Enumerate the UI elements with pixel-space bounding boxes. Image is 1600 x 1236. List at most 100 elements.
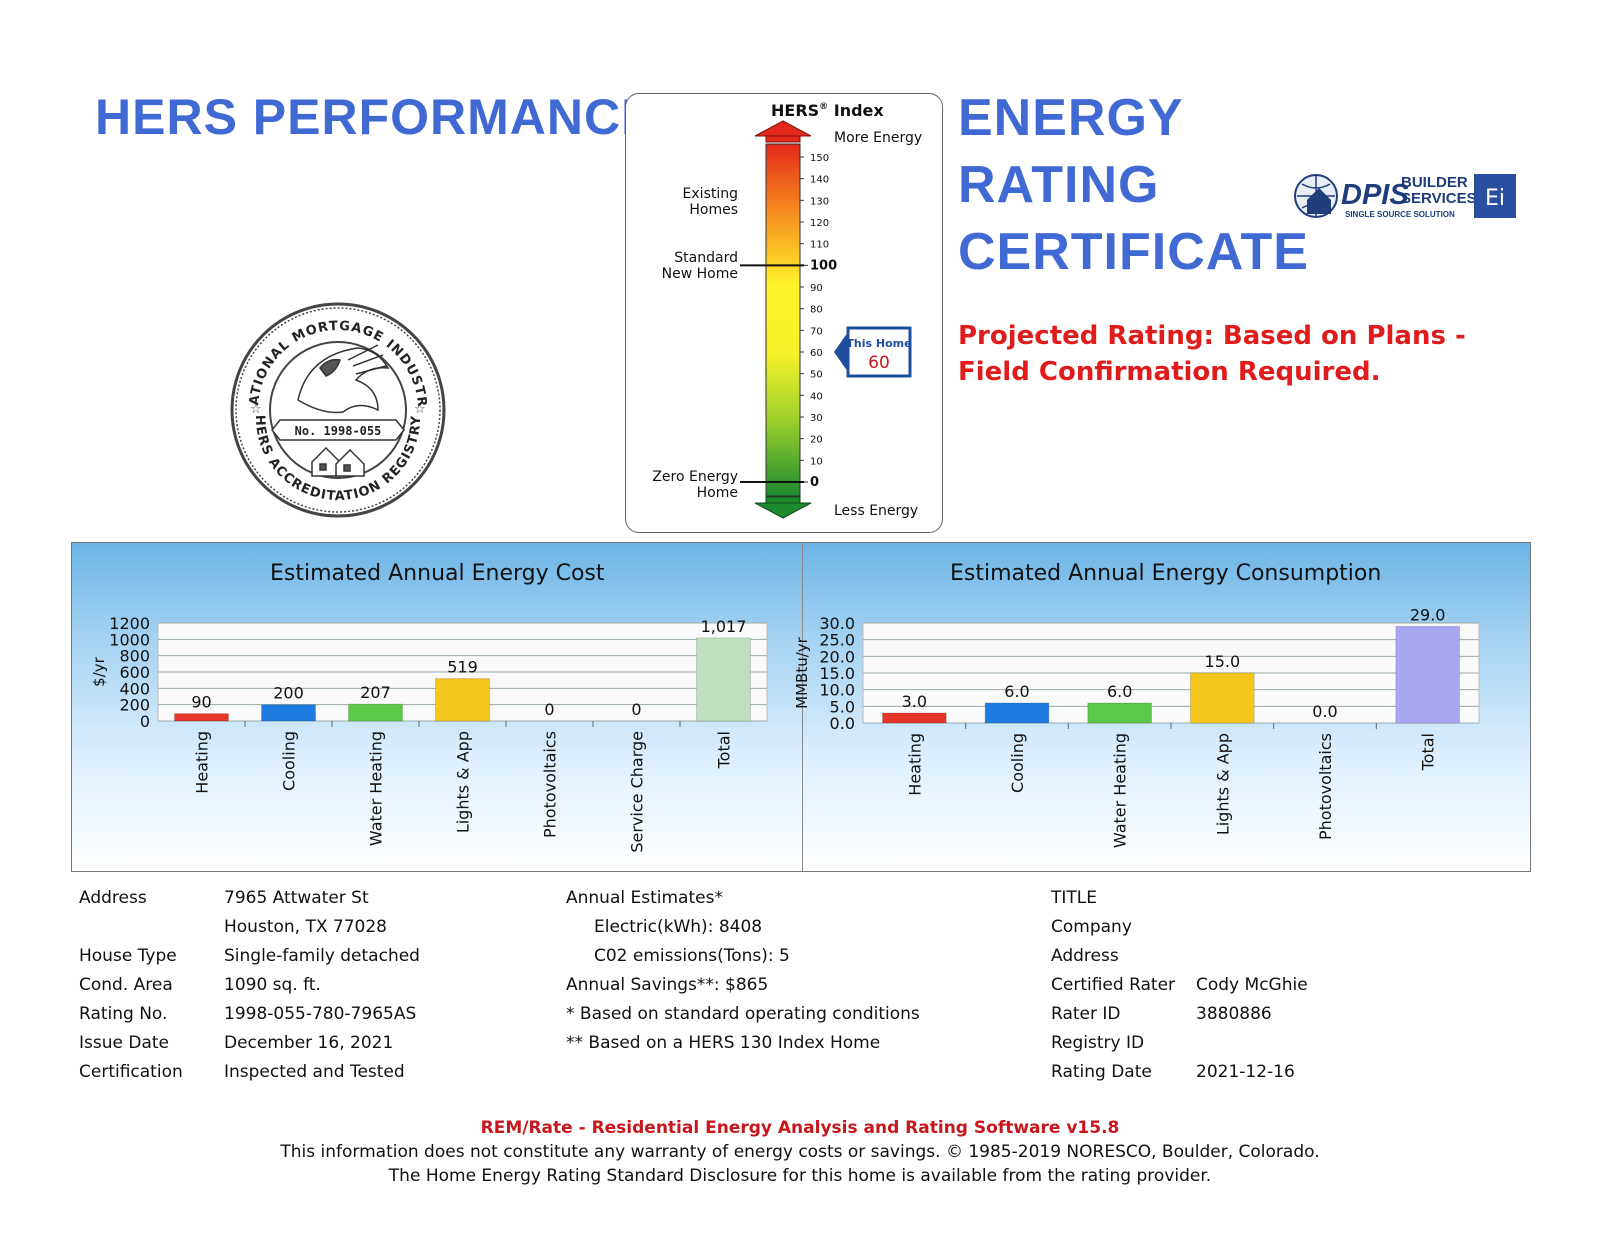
svg-text:☆: ☆	[250, 402, 262, 417]
rater-label: Company	[1051, 917, 1132, 937]
estimate-line: Electric(kWh): 8408	[594, 917, 763, 937]
bar-value-label: 0	[544, 700, 554, 719]
bar-value-label: 0.0	[1312, 702, 1337, 721]
logo-services-text: SERVICES	[1401, 190, 1477, 207]
hers-title-sup: ®	[819, 102, 828, 112]
seal-number: No. 1998-055	[295, 424, 382, 438]
projected-rating-note: Projected Rating: Based on Plans - Field…	[958, 321, 1466, 387]
bar-value-label: 90	[191, 693, 211, 712]
this-home-value: 60	[868, 353, 890, 373]
estimate-line: Annual Savings**: $865	[566, 975, 769, 995]
y-tick-label: 200	[119, 696, 150, 715]
category-label: Lights & App	[1213, 733, 1232, 835]
scale-tick-label: 100	[810, 258, 837, 273]
info-label: Cond. Area	[79, 975, 173, 995]
category-label: Water Heating	[367, 731, 386, 846]
category-label: Lights & App	[454, 731, 473, 833]
bar-value-label: 1,017	[701, 617, 747, 636]
warranty-disclaimer: This information does not constitute any…	[280, 1142, 1320, 1162]
info-label: Certification	[79, 1062, 183, 1082]
bar-value-label: 519	[447, 658, 478, 677]
page-title: HERS PERFORMANCE	[95, 89, 656, 145]
scale-tick-label: 60	[810, 348, 823, 359]
rater-label: Address	[1051, 946, 1119, 966]
y-tick-label: 10.0	[819, 681, 855, 700]
category-label: Photovoltaics	[1316, 733, 1335, 840]
hers-index-scale: HERS® Index 150 140 130 120 110 100 90 80 70 60 50…	[625, 93, 943, 533]
estimate-line: ** Based on a HERS 130 Index Home	[566, 1033, 881, 1053]
y-tick-label: 1000	[109, 630, 150, 649]
bar-value-label: 200	[273, 684, 304, 703]
certificate-title-line-1: ENERGY	[958, 89, 1184, 147]
info-value: Single-family detached	[224, 946, 420, 966]
info-value: 1998-055-780-7965AS	[224, 1004, 417, 1024]
svg-text:HERS® Index: HERS® Index	[771, 101, 884, 120]
info-value: December 16, 2021	[224, 1033, 394, 1053]
estimate-line: Annual Estimates*	[566, 888, 723, 908]
scale-tick-label: 70	[810, 326, 823, 337]
bar	[696, 637, 751, 722]
zero-energy-home-label-1: Zero Energy	[652, 469, 738, 485]
category-label: Heating	[193, 731, 212, 794]
bar	[1395, 625, 1460, 724]
info-value: Houston, TX 77028	[224, 917, 387, 937]
scale-tick-label: 140	[810, 175, 829, 186]
this-home-marker: This Home 60	[834, 326, 912, 378]
y-tick-label: 15.0	[819, 664, 855, 683]
bar	[1190, 672, 1255, 724]
scale-tick-label: 50	[810, 370, 823, 381]
logo-builder-text: BUILDER	[1401, 174, 1468, 191]
info-value: 1090 sq. ft.	[224, 975, 321, 995]
globe-house-icon	[1294, 174, 1338, 218]
rater-label: Certified Rater	[1051, 975, 1176, 995]
y-tick-label: 400	[119, 679, 150, 698]
standard-new-home-label-1: Standard	[674, 250, 738, 266]
rater-label: Rating Date	[1051, 1062, 1152, 1082]
hers-accreditation-seal: NATIONAL MORTGAGE INDUSTRY HERS ACCREDIT…	[222, 289, 448, 520]
seal-graphic: NATIONAL MORTGAGE INDUSTRY HERS ACCREDIT…	[222, 289, 446, 518]
bar-value-label: 0	[631, 700, 641, 719]
hers-title: HERS	[771, 101, 819, 120]
y-tick-label: 20.0	[819, 647, 855, 666]
info-label: Issue Date	[79, 1033, 169, 1053]
rater-label: TITLE	[1051, 888, 1097, 908]
certificate-title-line-3: CERTIFICATE	[958, 223, 1309, 281]
category-label: Cooling	[1008, 733, 1027, 793]
ei-badge: Ei	[1485, 186, 1505, 211]
category-label: Photovoltaics	[541, 731, 560, 838]
up-arrow-icon	[754, 120, 812, 137]
more-energy-label: More Energy	[834, 130, 922, 146]
scale-tick-label: 0	[810, 475, 819, 490]
info-label: House Type	[79, 946, 177, 966]
rater-value: 3880886	[1196, 1004, 1272, 1024]
scale-tick-label: 130	[810, 196, 829, 207]
cost-chart: 120010008006004002000$/yr90Heating200Coo…	[90, 614, 768, 853]
logo-main-text: DPIS	[1341, 179, 1409, 211]
down-arrow-icon	[754, 502, 812, 519]
less-energy-label: Less Energy	[834, 503, 918, 519]
scale-tick-label: 30	[810, 413, 823, 424]
charts-divider	[802, 543, 803, 871]
dpis-builder-services-logo: DPIS BUILDER SERVICES SINGLE SOURCE SOLU…	[1293, 170, 1518, 222]
scale-tick-label: 40	[810, 391, 823, 402]
y-tick-label: 30.0	[819, 614, 855, 633]
info-value: Inspected and Tested	[224, 1062, 405, 1082]
zero-energy-home-label-2: Home	[697, 485, 738, 501]
y-tick-label: 0.0	[830, 714, 855, 733]
footer: REM/Rate - Residential Energy Analysis a…	[0, 1116, 1600, 1188]
category-label: Total	[1419, 733, 1438, 771]
category-label: Total	[715, 731, 734, 769]
svg-text:☆: ☆	[414, 402, 426, 417]
estimate-line: * Based on standard operating conditions	[566, 1004, 920, 1024]
existing-homes-label-1: Existing	[683, 186, 738, 202]
bar-charts: 120010008006004002000$/yr90Heating200Coo…	[90, 605, 1480, 853]
info-label: Address	[79, 888, 147, 908]
consumption-chart-title: Estimated Annual Energy Consumption	[950, 561, 1382, 586]
hers-color-bar	[765, 143, 801, 497]
energy-charts-panel: Estimated Annual Energy Cost Estimated A…	[71, 542, 1531, 872]
eagle-icon	[297, 344, 390, 414]
scale-tick-label: 90	[810, 283, 823, 294]
category-label: Heating	[905, 733, 924, 796]
this-home-label: This Home	[846, 337, 911, 350]
